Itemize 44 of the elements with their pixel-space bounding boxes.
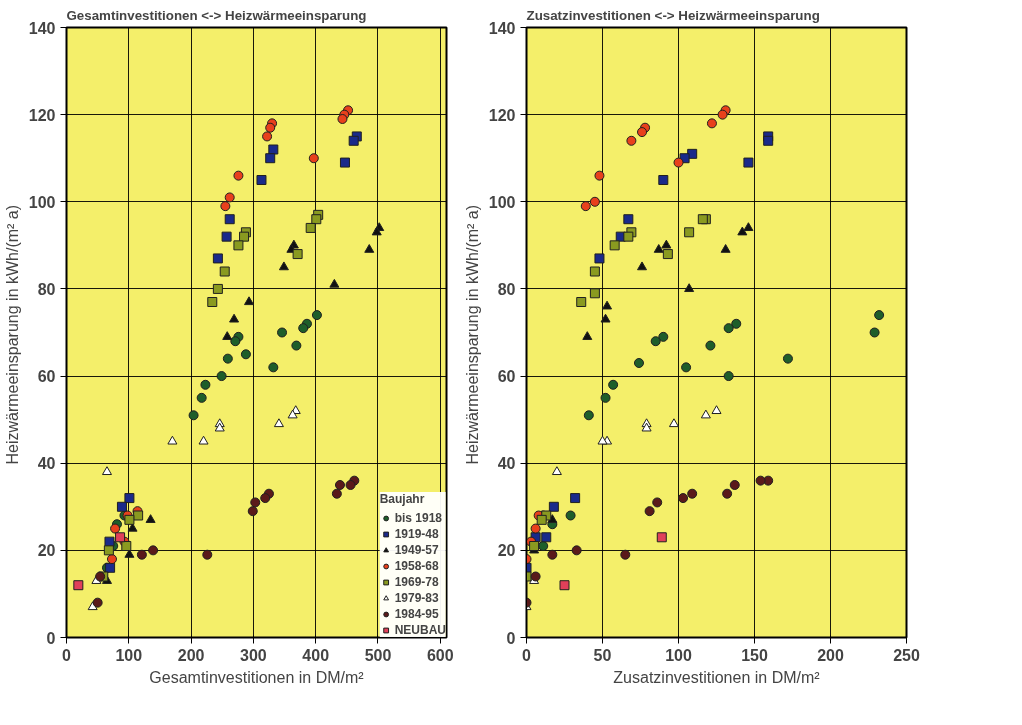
y-tick-label: 20 — [37, 542, 56, 560]
legend-title: Baujahr — [379, 492, 426, 506]
legend-label: 1969-78 — [394, 575, 439, 589]
x-tick-label: 200 — [177, 646, 205, 664]
x-tick-label: 50 — [593, 646, 612, 664]
y-tick-label: 0 — [46, 629, 56, 647]
y-tick-label: 140 — [488, 19, 516, 37]
x-tick-label: 400 — [302, 646, 330, 664]
chart-title: Zusatzinvestitionen <-> Heizwärmeeinsparung — [526, 7, 820, 23]
y-tick-label: 0 — [506, 629, 516, 647]
y-tick-label: 140 — [28, 19, 56, 37]
y-axis-title: Heizwärmeeinsparung in kWh/(m² a) — [3, 204, 21, 465]
y-tick-label: 40 — [497, 455, 516, 473]
legend-label: 1949-57 — [394, 543, 439, 557]
y-tick-label: 100 — [28, 193, 56, 211]
chart-title: Gesamtinvestitionen <-> Heizwärmeeinsparung — [66, 7, 367, 23]
y-axis-title: Heizwärmeeinsparung in kWh/(m² a) — [463, 204, 481, 465]
x-tick-label: 100 — [115, 646, 143, 664]
y-tick-label: 40 — [37, 455, 56, 473]
legend-label: bis 1918 — [394, 511, 443, 525]
x-tick-label: 100 — [665, 646, 692, 664]
legend-label: 1958-68 — [394, 559, 439, 573]
y-tick-label: 20 — [497, 542, 516, 560]
x-axis-title: Gesamtinvestitionen in DM/m² — [149, 668, 365, 686]
x-tick-label: 200 — [817, 646, 844, 664]
x-tick-label: 600 — [426, 646, 454, 664]
legend-label: 1984-95 — [394, 607, 439, 621]
y-tick-label: 60 — [497, 368, 516, 386]
x-tick-label: 0 — [522, 646, 532, 664]
x-axis-title: Zusatzinvestitionen in DM/m² — [613, 668, 821, 686]
legend-label: NEUBAU — [394, 623, 446, 637]
legend-label: 1979-83 — [394, 591, 439, 605]
y-tick-label: 80 — [37, 280, 56, 298]
y-tick-label: 80 — [497, 280, 516, 298]
x-tick-label: 300 — [240, 646, 267, 664]
x-tick-label: 250 — [893, 646, 920, 664]
x-tick-label: 500 — [364, 646, 392, 664]
y-tick-label: 120 — [28, 106, 56, 124]
legend-label: 1919-48 — [394, 527, 439, 541]
y-tick-label: 120 — [488, 106, 516, 124]
y-tick-label: 100 — [488, 193, 516, 211]
y-tick-label: 60 — [37, 368, 56, 386]
x-tick-label: 150 — [741, 646, 768, 664]
x-tick-label: 0 — [62, 646, 72, 664]
